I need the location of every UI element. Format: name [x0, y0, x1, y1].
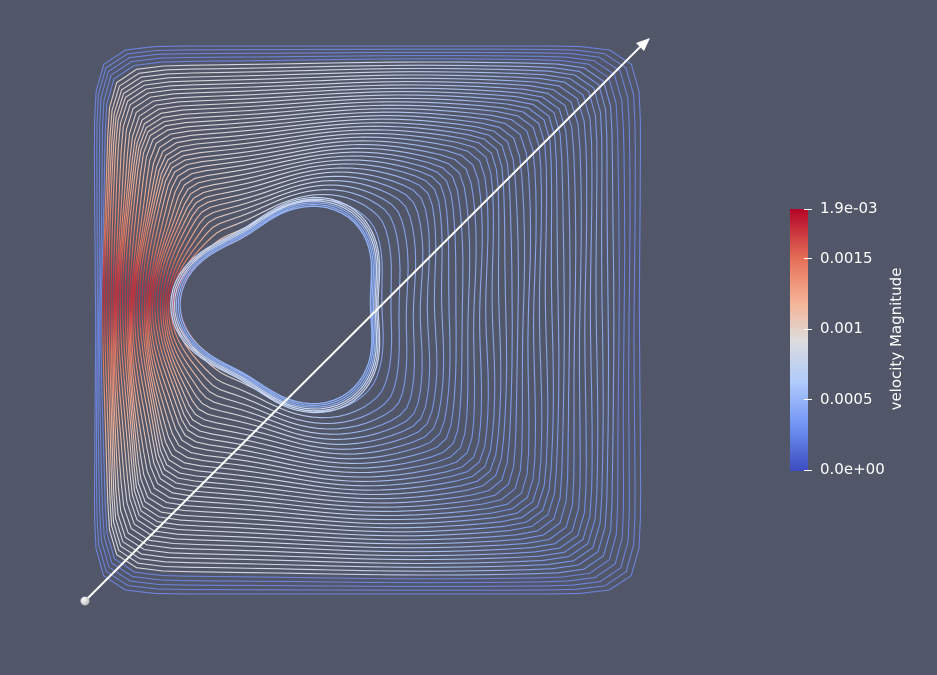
- streamline: [112, 77, 588, 557]
- colorbar-title: velocity Magnitude: [887, 267, 905, 411]
- probe-arrow-head[interactable]: [636, 38, 650, 51]
- colorbar-tick-00005: [804, 399, 812, 400]
- core-streamline: [179, 205, 373, 405]
- streamline: [116, 87, 571, 545]
- streamline: [147, 143, 477, 478]
- streamline: [145, 140, 483, 482]
- streamline: [106, 67, 604, 568]
- vortex-core-edge: [170, 196, 381, 414]
- colorbar-label-0015: 0.0015: [820, 249, 873, 267]
- streamline: [141, 132, 496, 491]
- streamline: [113, 81, 582, 553]
- streamline: [97, 51, 631, 587]
- streamline: [159, 167, 438, 450]
- streamline: [110, 74, 593, 561]
- probe-handle-sphere[interactable]: [80, 596, 90, 606]
- streamline: [166, 180, 417, 435]
- streamline: [143, 136, 489, 487]
- streamline: [126, 104, 543, 525]
- colorbar-tick-max: [804, 209, 812, 210]
- core-streamline: [171, 198, 379, 412]
- streamline: [128, 108, 537, 521]
- streamlines: [93, 45, 642, 595]
- streamline: [132, 118, 519, 508]
- streamline: [162, 171, 431, 445]
- core-streamline: [177, 203, 374, 407]
- streamline: [138, 129, 502, 496]
- streamline: [104, 64, 610, 572]
- color-legend: 1.9e-03 0.0015 0.001 0.0005 0.0e+00 velo…: [790, 201, 930, 477]
- streamline: [168, 184, 409, 430]
- streamline: [136, 125, 508, 500]
- streamline: [154, 159, 451, 460]
- streamline: [157, 163, 445, 455]
- colorbar: [790, 209, 808, 471]
- streamline: [150, 151, 464, 469]
- colorbar-tick-0015: [804, 258, 812, 259]
- colorbar-tick-min: [804, 470, 812, 471]
- streamline: [102, 61, 615, 576]
- streamline: [151, 155, 457, 464]
- probe-line-widget[interactable]: [80, 38, 651, 606]
- streamline: [134, 122, 513, 504]
- streamline: [93, 45, 642, 595]
- colorbar-label-001: 0.001: [820, 319, 863, 337]
- colorbar-label-max: 1.9e-03: [820, 199, 878, 217]
- streamline: [99, 55, 626, 584]
- streamline: [148, 147, 471, 474]
- streamline: [130, 115, 526, 512]
- colorbar-label-00005: 0.0005: [820, 390, 873, 408]
- streamline: [108, 71, 599, 565]
- streamline: [117, 91, 565, 541]
- streamline: [114, 84, 577, 549]
- streamline: [122, 97, 554, 533]
- streamline: [179, 205, 373, 405]
- colorbar-tick-001: [804, 329, 812, 330]
- streamline: [100, 58, 620, 580]
- streamline: [119, 94, 560, 537]
- probe-line[interactable]: [84, 41, 646, 602]
- core-streamline: [175, 202, 376, 408]
- streamline: [164, 175, 424, 440]
- core-streamline: [170, 196, 381, 414]
- streamline: [95, 48, 636, 591]
- streamline: [124, 101, 549, 529]
- streamline: [129, 111, 532, 517]
- core-streamline: [173, 200, 378, 410]
- colorbar-label-min: 0.0e+00: [820, 460, 885, 478]
